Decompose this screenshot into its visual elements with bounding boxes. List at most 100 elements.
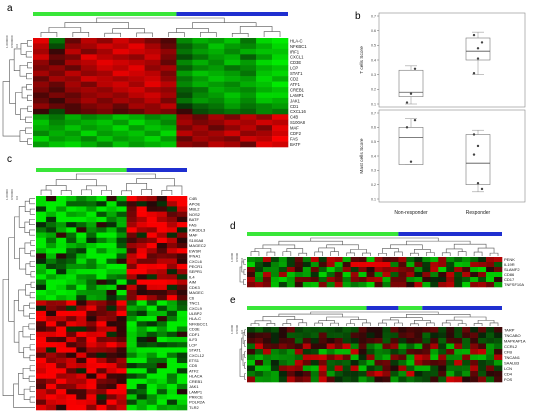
heatmap-cell (390, 277, 399, 283)
heatmap-cell (224, 130, 241, 137)
heatmap-cell (36, 389, 47, 395)
gene-label: CD17 (504, 277, 515, 282)
heatmap-cell (438, 257, 447, 263)
dendrogram-branch (350, 319, 367, 324)
heatmap-cell (272, 103, 289, 110)
heatmap-cell (136, 389, 148, 395)
dendrogram-branch (192, 22, 257, 29)
heatmap-cell (256, 81, 273, 88)
dendrogram-branch (244, 373, 246, 380)
heatmap-cell (224, 70, 241, 77)
heatmap-cell (390, 282, 399, 288)
heatmap-cell (406, 371, 415, 377)
heatmap-cell (358, 277, 367, 283)
heatmap-cell (33, 81, 50, 88)
heatmap-cell (422, 332, 431, 339)
heatmap-cell (254, 365, 264, 372)
heatmap-cell (96, 136, 113, 142)
heatmap-cell (128, 125, 145, 131)
dendrogram-branch (13, 300, 19, 343)
heatmap-cell (224, 125, 241, 131)
heatmap-cell (224, 59, 241, 66)
heatmap-cell (106, 331, 117, 338)
heatmap-cell (76, 347, 87, 353)
heatmap-cell (358, 272, 367, 278)
dendrogram-branch (453, 243, 487, 249)
heatmap-cell (96, 336, 107, 343)
heatmap-cell (86, 321, 97, 327)
heatmap-cell (86, 316, 97, 322)
heatmap-cell (272, 59, 289, 66)
dendrogram-branch (26, 40, 32, 47)
heatmap-cell (390, 371, 399, 377)
heatmap-cell (302, 371, 312, 377)
heatmap-cell (278, 327, 288, 333)
heatmap-cell (176, 119, 193, 126)
dendrogram-branch (382, 319, 399, 324)
heatmap-cell (36, 227, 47, 233)
heatmap-cell (446, 257, 455, 263)
heatmap-cell (318, 343, 327, 350)
dendrogram-branch (15, 92, 23, 115)
heatmap-cell (76, 352, 87, 359)
heatmap-cell (146, 216, 158, 223)
heatmap-cell (106, 206, 117, 212)
gene-label: TLR2 (189, 405, 200, 410)
heatmap-cell (334, 354, 343, 361)
heatmap-cell (76, 305, 87, 312)
heatmap-cell (176, 357, 188, 364)
heatmap-cell (33, 65, 50, 71)
heatmap-cell (398, 338, 407, 344)
gene-label: C4B (189, 196, 197, 201)
dendrogram-branch (22, 367, 31, 379)
heatmap-cell (136, 232, 148, 239)
data-point (476, 47, 480, 50)
heatmap-cell (136, 279, 148, 286)
group-color-bar (126, 168, 187, 172)
dendrogram-branch (19, 64, 28, 77)
heatmap-cell (208, 65, 225, 71)
heatmap-cell (46, 321, 57, 327)
dendrogram-branch (362, 322, 371, 326)
heatmap-cell (166, 216, 178, 223)
heatmap-cell (144, 43, 161, 50)
heatmap-cell (116, 242, 127, 249)
dendrogram-branch (29, 365, 35, 372)
heatmap-cell (166, 206, 178, 212)
heatmap-cell (96, 274, 107, 280)
gene-label: NFKBCC1 (189, 321, 208, 326)
heatmap-cell (374, 371, 383, 377)
heatmap-cell (80, 119, 98, 126)
heatmap-cell (350, 257, 359, 263)
heatmap-cell (86, 310, 97, 317)
heatmap-cell (126, 201, 137, 207)
heatmap-cell (398, 262, 407, 268)
heatmap-cell (366, 282, 375, 288)
heatmap-cell (66, 326, 77, 333)
heatmap-cell (422, 327, 431, 333)
heatmap-cell (192, 136, 209, 142)
heatmap-cell (390, 332, 399, 339)
heatmap-cell (166, 279, 178, 286)
heatmap-cell (136, 284, 148, 291)
heatmap-cell (270, 349, 280, 355)
heatmap-cell (208, 76, 225, 82)
heatmap-cell (166, 331, 178, 338)
heatmap-cell (46, 378, 57, 385)
dendrogram-branch (298, 322, 308, 326)
heatmap-cell (414, 257, 423, 263)
heatmap-cell (422, 349, 431, 355)
heatmap-cell (76, 216, 87, 223)
heatmap-cell (160, 48, 177, 55)
dendrogram-branch (362, 252, 371, 256)
heatmap-cell (278, 282, 288, 288)
heatmap-cell (160, 87, 177, 93)
heatmap-cell (350, 349, 359, 355)
heatmap-cell (112, 65, 129, 71)
heatmap-cell (374, 267, 383, 273)
heatmap-cell (156, 196, 168, 202)
heatmap-cell (36, 331, 47, 338)
heatmap-cell (36, 206, 47, 212)
heatmap-cell (294, 376, 304, 383)
heatmap-cell (247, 376, 256, 383)
